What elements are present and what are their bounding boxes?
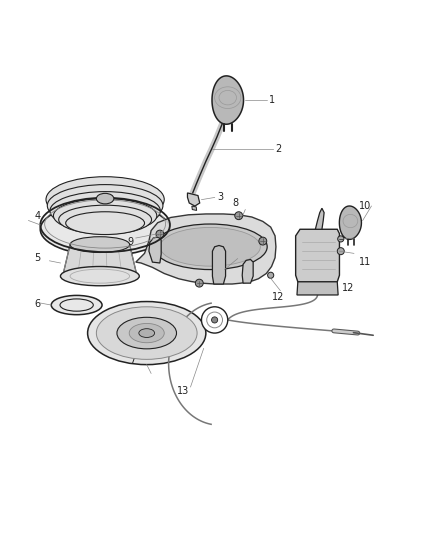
Ellipse shape [96, 307, 197, 359]
Text: 2: 2 [275, 144, 281, 154]
Ellipse shape [47, 184, 163, 227]
Ellipse shape [70, 237, 130, 253]
Text: 8: 8 [232, 198, 238, 208]
Ellipse shape [60, 266, 139, 286]
Polygon shape [339, 206, 361, 239]
Polygon shape [212, 246, 226, 284]
Text: 6: 6 [34, 298, 40, 309]
Circle shape [337, 248, 344, 255]
Polygon shape [63, 245, 137, 276]
Text: 4: 4 [34, 211, 40, 221]
Circle shape [195, 279, 203, 287]
Ellipse shape [53, 199, 157, 233]
Circle shape [338, 236, 344, 242]
Ellipse shape [40, 203, 170, 255]
Ellipse shape [50, 191, 160, 230]
Ellipse shape [129, 324, 164, 343]
Polygon shape [315, 208, 324, 229]
Ellipse shape [66, 212, 145, 235]
Text: 13: 13 [177, 386, 190, 397]
Text: 7: 7 [129, 356, 135, 366]
Polygon shape [187, 193, 200, 206]
Text: 12: 12 [342, 282, 354, 293]
Ellipse shape [88, 302, 206, 365]
Ellipse shape [117, 317, 177, 349]
Text: 12: 12 [272, 292, 284, 302]
Polygon shape [296, 229, 339, 282]
Text: 5: 5 [34, 253, 40, 263]
Text: 11: 11 [359, 257, 371, 267]
Circle shape [268, 272, 274, 278]
Ellipse shape [59, 205, 152, 234]
Circle shape [201, 307, 228, 333]
Text: 10: 10 [359, 201, 371, 211]
Text: 1: 1 [269, 95, 276, 105]
Text: 3: 3 [217, 192, 223, 203]
Polygon shape [136, 214, 276, 284]
Polygon shape [297, 282, 338, 295]
Polygon shape [242, 260, 253, 283]
Ellipse shape [46, 177, 164, 222]
Circle shape [259, 237, 267, 245]
Ellipse shape [160, 228, 260, 266]
Polygon shape [192, 206, 197, 211]
Text: 9: 9 [127, 237, 133, 247]
Circle shape [156, 230, 164, 238]
Ellipse shape [153, 224, 267, 270]
Text: 9: 9 [232, 231, 238, 241]
Polygon shape [149, 237, 161, 263]
Ellipse shape [139, 329, 155, 337]
Polygon shape [212, 76, 244, 124]
Circle shape [212, 317, 218, 323]
Ellipse shape [51, 295, 102, 314]
Ellipse shape [96, 193, 114, 204]
Circle shape [235, 212, 243, 220]
